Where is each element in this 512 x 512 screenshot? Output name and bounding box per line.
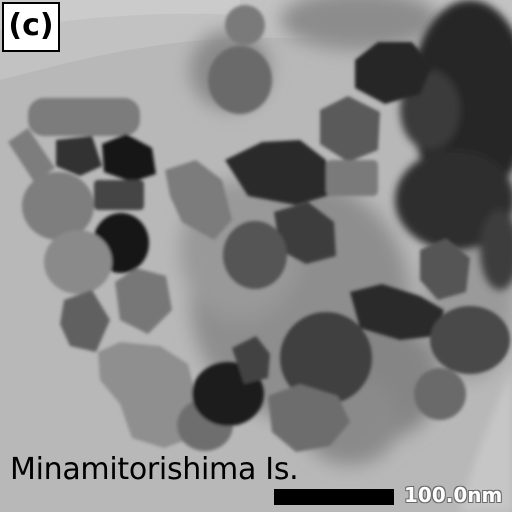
location-label: Minamitorishima Is. <box>10 452 299 487</box>
scale-bar <box>274 489 394 505</box>
particle <box>208 46 272 114</box>
particle <box>225 5 265 45</box>
particle <box>115 268 172 334</box>
particle <box>268 384 350 452</box>
particle <box>225 140 330 205</box>
particle <box>326 160 378 196</box>
particle <box>44 230 112 294</box>
particle <box>430 306 510 374</box>
particles <box>8 5 510 452</box>
particle <box>22 172 94 240</box>
particle <box>60 290 110 352</box>
particle <box>28 98 140 136</box>
particle <box>280 312 372 404</box>
scale-bar-label: 100.0nm <box>404 483 503 507</box>
particle <box>414 368 466 420</box>
particle <box>223 221 287 289</box>
particle <box>8 128 55 182</box>
particle <box>274 202 336 264</box>
support-film-lobe <box>0 0 240 30</box>
particle <box>102 134 156 182</box>
particle <box>355 42 432 104</box>
particle <box>320 96 380 162</box>
particle <box>232 336 270 384</box>
particle <box>98 342 196 448</box>
particle <box>420 238 470 300</box>
panel-label: (c) <box>2 2 60 52</box>
particle <box>94 180 144 210</box>
support-film-right <box>460 370 512 512</box>
particle <box>350 284 444 340</box>
particle <box>165 160 232 240</box>
particle <box>56 136 102 176</box>
